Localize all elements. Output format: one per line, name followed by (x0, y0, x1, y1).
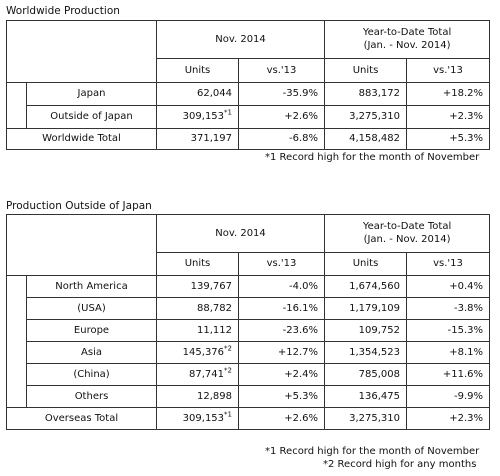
table-row: North America 139,767 -4.0% 1,674,560 +0… (6, 275, 491, 298)
header-period-nov: Nov. 2014 (155, 20, 326, 59)
header-vs-ytd: vs.'13 (406, 58, 491, 83)
table-row-total: Worldwide Total 371,197 -6.8% 4,158,482 … (6, 128, 491, 150)
section-title-outside-japan: Production Outside of Japan (6, 200, 152, 212)
header-vs: vs.'13 (237, 58, 326, 83)
footnote-1: *1 Record high for the month of November (265, 152, 480, 163)
table-row: (China) 87,741*2 +2.4% 785,008 +11.6% (6, 363, 491, 386)
header-units-ytd: Units (324, 252, 408, 276)
header-units-ytd: Units (324, 58, 408, 83)
header-vs: vs.'13 (237, 252, 326, 276)
header-period-ytd: Year-to-Date Total (Jan. - Nov. 2014) (324, 20, 491, 59)
table-row: Outside of Japan 309,153*1 +2.6% 3,275,3… (6, 105, 491, 129)
footnote-2: *2 Record high for any months (323, 459, 477, 470)
header-period-ytd: Year-to-Date Total (Jan. - Nov. 2014) (324, 214, 491, 253)
header-units: Units (156, 58, 239, 83)
header-period-nov: Nov. 2014 (155, 214, 326, 253)
worldwide-production-table: Nov. 2014 Year-to-Date Total (Jan. - Nov… (6, 20, 491, 150)
table-row: Asia 145,376*2 +12.7% 1,354,523 +8.1% (6, 341, 491, 364)
table-row: Others 12,898 +5.3% 136,475 -9.9% (6, 385, 491, 408)
header-units: Units (156, 252, 239, 276)
section-title-worldwide: Worldwide Production (6, 5, 120, 17)
table-row: Europe 11,112 -23.6% 109,752 -15.3% (6, 319, 491, 342)
outside-japan-production-table: Nov. 2014 Year-to-Date Total (Jan. - Nov… (6, 214, 491, 430)
table-row: (USA) 88,782 -16.1% 1,179,109 -3.8% (6, 297, 491, 320)
header-vs-ytd: vs.'13 (406, 252, 491, 276)
footnote-1: *1 Record high for the month of November (265, 446, 480, 457)
table-row-total: Overseas Total 309,153*1 +2.6% 3,275,310… (6, 407, 491, 430)
table-row: Japan 62,044 -35.9% 883,172 +18.2% (6, 82, 491, 106)
